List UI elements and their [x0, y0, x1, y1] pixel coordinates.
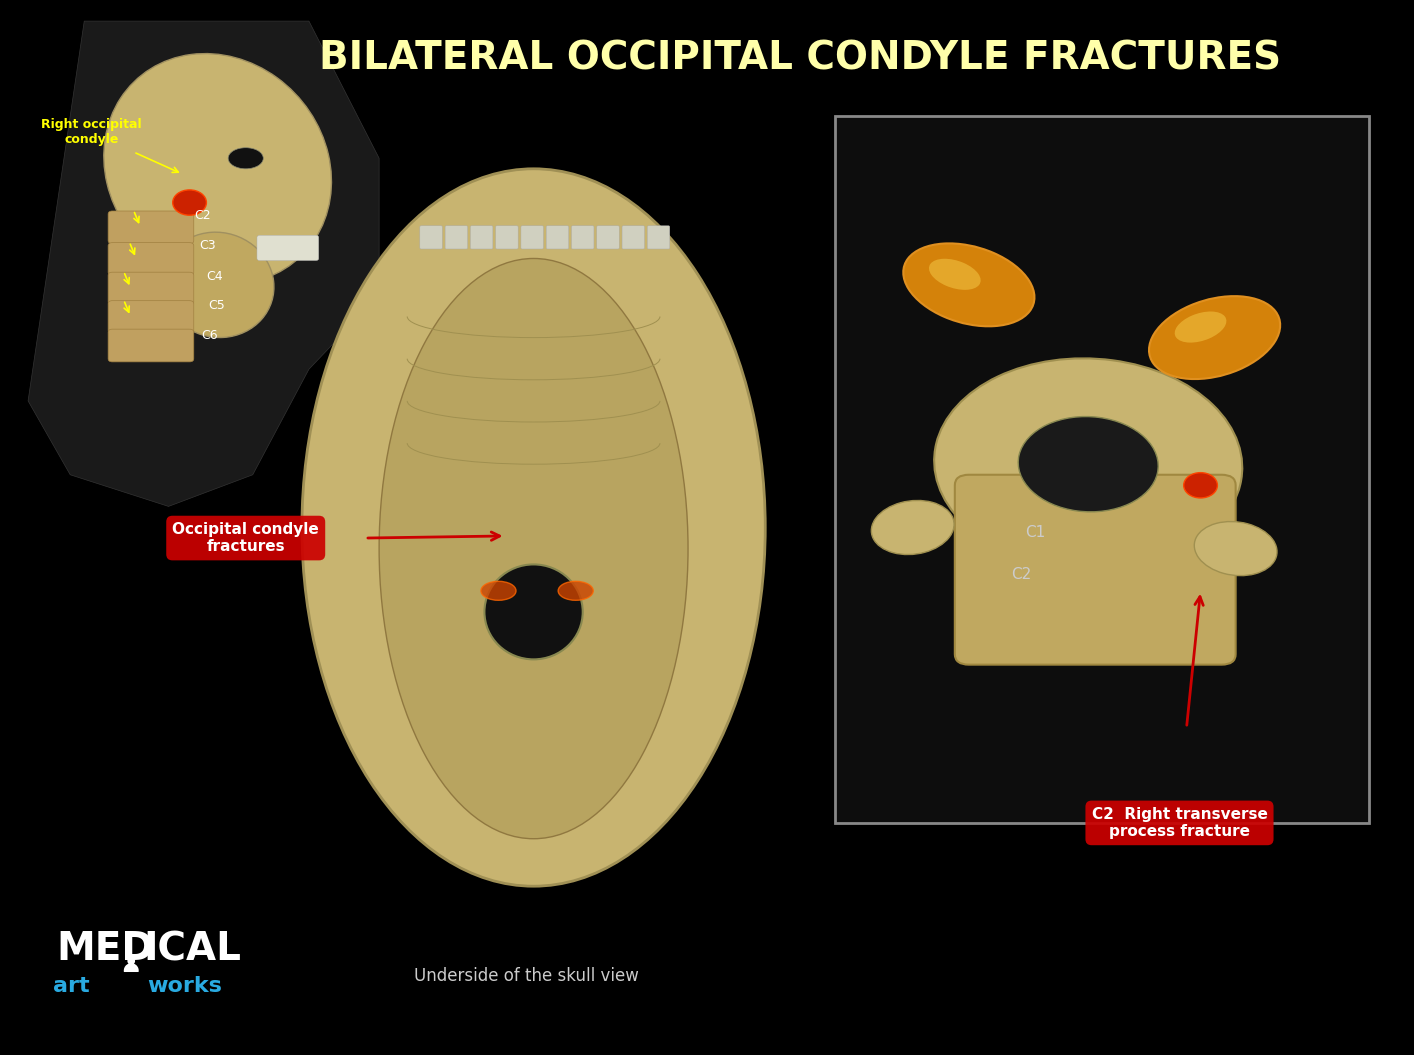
- Text: ♟: ♟: [119, 954, 141, 977]
- Ellipse shape: [559, 581, 594, 600]
- Polygon shape: [28, 21, 379, 506]
- FancyBboxPatch shape: [107, 301, 194, 333]
- FancyBboxPatch shape: [571, 226, 594, 249]
- Text: C1: C1: [1025, 525, 1045, 540]
- Ellipse shape: [1175, 311, 1226, 343]
- Text: C2  Right transverse
process fracture: C2 Right transverse process fracture: [1092, 807, 1267, 839]
- FancyBboxPatch shape: [107, 272, 194, 305]
- FancyBboxPatch shape: [107, 211, 194, 244]
- Text: C2: C2: [194, 209, 211, 222]
- Ellipse shape: [1018, 417, 1158, 512]
- Ellipse shape: [871, 500, 954, 555]
- Ellipse shape: [103, 54, 331, 284]
- FancyBboxPatch shape: [257, 235, 318, 261]
- Ellipse shape: [161, 232, 274, 338]
- FancyBboxPatch shape: [597, 226, 619, 249]
- FancyBboxPatch shape: [622, 226, 645, 249]
- FancyBboxPatch shape: [107, 243, 194, 275]
- FancyBboxPatch shape: [496, 226, 518, 249]
- Ellipse shape: [379, 258, 689, 839]
- FancyBboxPatch shape: [445, 226, 468, 249]
- Ellipse shape: [935, 359, 1243, 570]
- Text: ICAL: ICAL: [143, 931, 242, 968]
- Text: C2: C2: [1011, 568, 1031, 582]
- Text: Underside of the skull view: Underside of the skull view: [414, 966, 639, 985]
- Text: art: art: [54, 977, 90, 996]
- Text: Right occipital
condyle: Right occipital condyle: [41, 118, 141, 146]
- Ellipse shape: [303, 169, 765, 886]
- Circle shape: [173, 190, 206, 215]
- FancyBboxPatch shape: [107, 329, 194, 362]
- Text: MED: MED: [57, 931, 154, 968]
- FancyBboxPatch shape: [420, 226, 443, 249]
- Ellipse shape: [481, 581, 516, 600]
- FancyBboxPatch shape: [520, 226, 543, 249]
- Circle shape: [1184, 473, 1217, 498]
- FancyBboxPatch shape: [648, 226, 670, 249]
- Text: C4: C4: [206, 270, 223, 283]
- FancyBboxPatch shape: [546, 226, 568, 249]
- Ellipse shape: [904, 244, 1035, 326]
- FancyBboxPatch shape: [471, 226, 493, 249]
- Text: C5: C5: [208, 300, 225, 312]
- Ellipse shape: [929, 258, 981, 290]
- Ellipse shape: [228, 148, 263, 169]
- Text: C6: C6: [201, 329, 218, 342]
- Ellipse shape: [1195, 521, 1277, 576]
- Text: BILATERAL OCCIPITAL CONDYLE FRACTURES: BILATERAL OCCIPITAL CONDYLE FRACTURES: [320, 39, 1281, 77]
- Ellipse shape: [485, 564, 583, 659]
- Ellipse shape: [1150, 296, 1280, 379]
- Text: C3: C3: [199, 239, 216, 252]
- Text: works: works: [147, 977, 222, 996]
- FancyBboxPatch shape: [836, 116, 1369, 823]
- Text: Occipital condyle
fractures: Occipital condyle fractures: [173, 522, 320, 554]
- FancyBboxPatch shape: [954, 475, 1236, 665]
